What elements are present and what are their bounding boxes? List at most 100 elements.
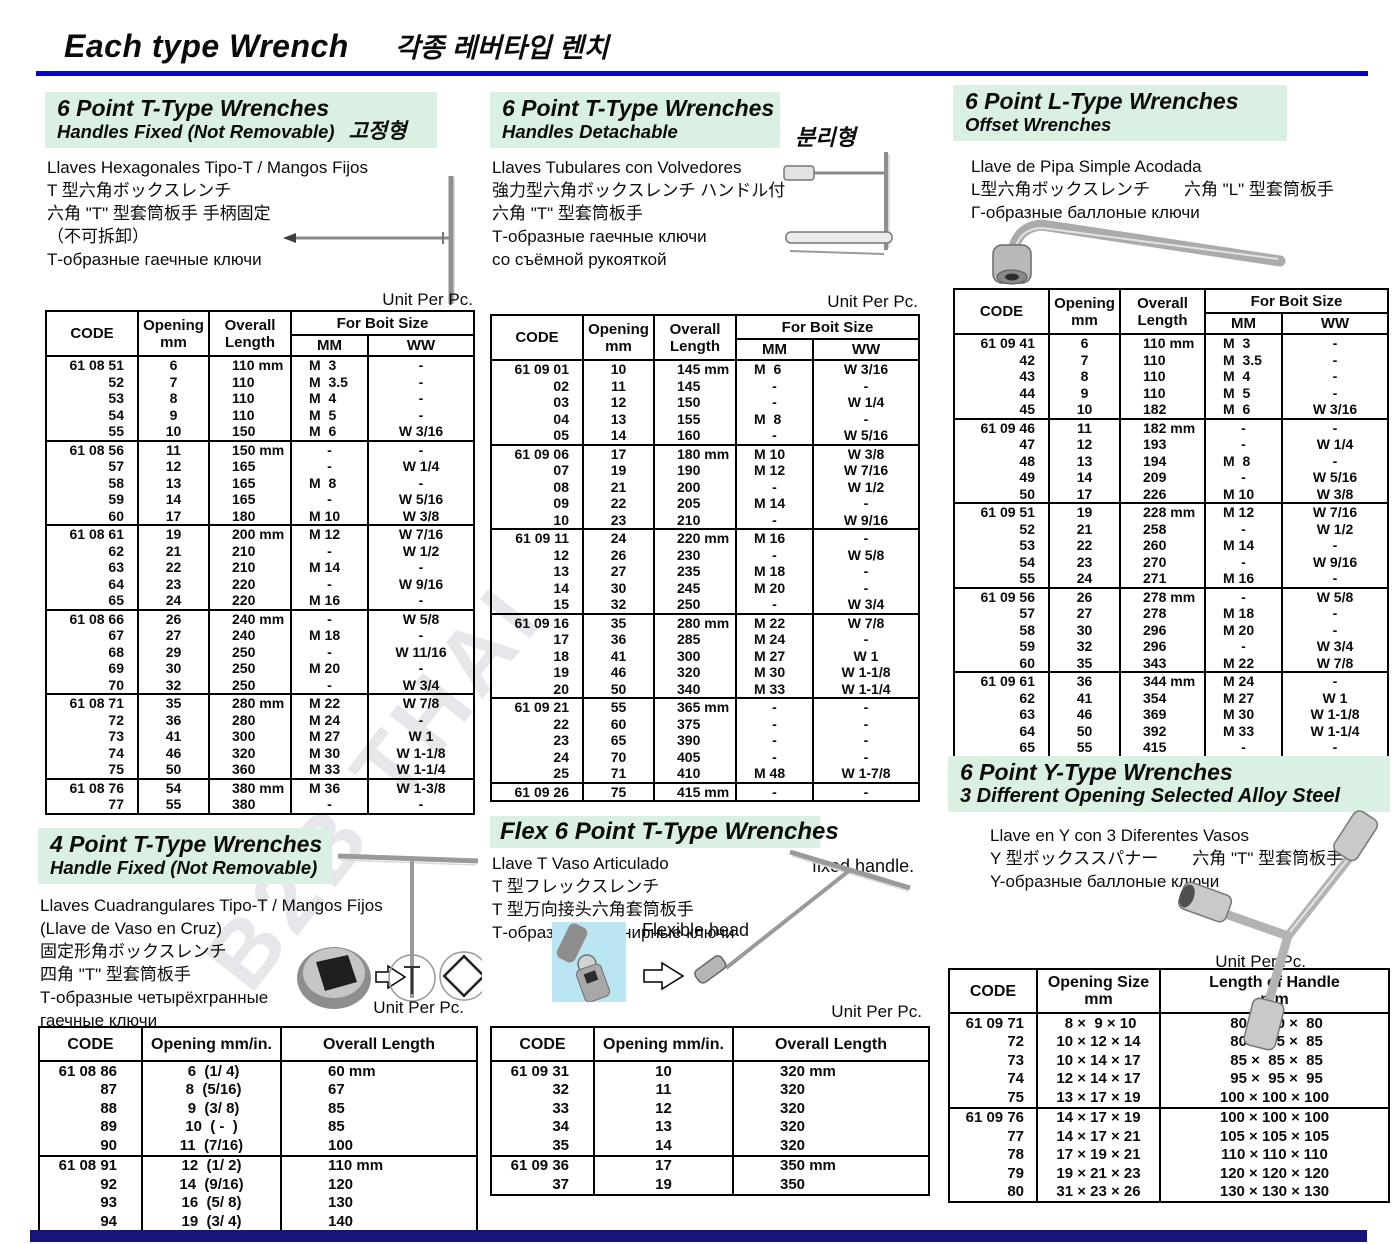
table-cell: 67 [280, 1080, 477, 1099]
table-row: 61 09 71 8 × 9 × 10 80 × 80 × 80 [949, 1013, 1389, 1033]
table-cell: 11 [582, 377, 654, 394]
table-row: 37 19 350 [491, 1175, 929, 1195]
table-cell: 220 mm [653, 528, 736, 547]
table-row: 14 30 245 M 20- [491, 579, 919, 596]
table-cell: 16 (5/ 8) [141, 1193, 281, 1212]
table-row: 63 22 210 M 14- [46, 559, 474, 576]
table-cell: 240 [208, 627, 291, 644]
table-row: 22 60 375- - [491, 715, 919, 732]
description-block: Llaves Tubulares con Volvedores 強力型六角ボックス… [492, 156, 785, 271]
table-cell: - [735, 596, 813, 614]
table-cell: - [1281, 368, 1388, 385]
table-cell: 42 [1019, 351, 1035, 368]
table-row: 61 08 76 54 380 mm M 36 W 1-3/8 [46, 777, 474, 796]
column-header: CODE [491, 315, 583, 361]
table-cell: 110 × 110 × 110 [1159, 1145, 1389, 1164]
column-header: Overall Length [1119, 289, 1205, 335]
table-cell: 8 × 9 × 10 [1036, 1013, 1160, 1033]
description-line: L型六角ボックスレンチ 六角 "L" 型套筒板手 [971, 180, 1334, 199]
table-cell: 61 09 01 [514, 361, 570, 378]
table-cell: 59 [108, 491, 124, 508]
table-cell: W 5/8 [1281, 586, 1388, 605]
description-line: 強力型六角ボックスレンチ ハンドル付 [492, 181, 786, 200]
table-cell: 150 [208, 423, 291, 441]
table-cell: 92 [100, 1175, 117, 1193]
table-cell: - [1281, 537, 1388, 554]
table-cell: 230 [653, 546, 736, 563]
table-cell: 235 [653, 563, 736, 580]
table-row: 18 41 300 M 27 W 1 [491, 647, 919, 664]
table-cell: 10 ( - ) [141, 1117, 281, 1136]
table-cell: W 5/16 [812, 427, 919, 445]
table-cell: W 7/16 [812, 462, 919, 479]
table-row: 33 12 320 [491, 1099, 929, 1118]
table-cell: 14 [593, 1136, 733, 1156]
table-cell: 415 [1119, 739, 1205, 757]
table-cell: 369 [1119, 706, 1205, 723]
table-cell: M 6 [290, 423, 368, 441]
table-cell: W 1 [367, 728, 474, 745]
table-cell: 11 [593, 1080, 733, 1099]
table-cell: 250 [208, 660, 291, 677]
table-cell: 63 [108, 559, 124, 576]
table-cell: W 5/8 [812, 546, 919, 563]
table-cell: 46 [137, 744, 209, 761]
table-cell: 77 [108, 796, 124, 813]
table-cell: 11 (7/16) [141, 1136, 281, 1156]
table-cell: 61 09 71 [965, 1014, 1024, 1032]
table-cell: 250 [208, 643, 291, 660]
table-cell: - [812, 715, 919, 732]
table-cell: - [735, 511, 813, 529]
table-row: 78 17 × 19 × 21 110 × 110 × 110 [949, 1145, 1389, 1164]
table-cell: W 1/4 [367, 458, 474, 475]
table-cell: 61 09 56 [954, 586, 1049, 605]
spec-table: CODE Opening Size mm Length of Handle mm 61… [948, 968, 1390, 1203]
table-cell: 58 [1019, 621, 1035, 638]
table-cell: - [812, 631, 919, 648]
column-header: Opening mm/in. [141, 1027, 281, 1062]
description-line: Llave en Y con 3 Diferentes Vasos [990, 826, 1249, 845]
table-row: 34 13 320 [491, 1117, 929, 1136]
table-row: 72 36 280 M 24- [46, 711, 474, 728]
table-cell: 61 08 61 [46, 524, 138, 543]
table-cell: - [290, 643, 368, 660]
table-cell: 210 [208, 559, 291, 576]
table-cell: 24 [137, 592, 209, 610]
table-cell: 17 [582, 443, 654, 462]
table-cell: 61 09 61 [954, 671, 1049, 690]
table-cell: - [1281, 739, 1388, 757]
table-cell: 120 [280, 1175, 477, 1194]
table-cell: - [735, 478, 813, 495]
description-line: Y-образные баллоные ключи [990, 872, 1220, 891]
table-cell: M 16 [735, 528, 813, 547]
table-cell: 14 × 17 × 21 [1036, 1127, 1160, 1146]
table-cell: - [290, 575, 368, 592]
table-cell: 11 [1048, 417, 1120, 436]
table-cell: 10 × 12 × 14 [1036, 1032, 1160, 1051]
description-line: Y 型ボックススパナー 六角 "T" 型套筒板手 [990, 849, 1344, 868]
table-cell: 17 [553, 631, 569, 648]
table-cell: 74 [1007, 1070, 1024, 1088]
table-cell: 85 × 85 × 85 [1159, 1051, 1389, 1070]
table-cell: M 8 [1204, 452, 1282, 469]
description-line: Т-образные гаечные ключи [492, 227, 707, 246]
table-cell: 75 [1007, 1088, 1024, 1106]
table-cell: - [367, 373, 474, 390]
table-cell: 32 [137, 676, 209, 694]
description-line: Т-образные гаечные ключи [47, 250, 262, 269]
table-cell: W 1/2 [367, 542, 474, 559]
table-cell: 15 [553, 596, 569, 613]
table-cell: 32 [552, 1081, 569, 1099]
table-cell: 26 [137, 608, 209, 627]
table-cell: W 3/4 [367, 676, 474, 694]
table-cell: 61 09 06 [491, 443, 583, 462]
table-cell: W 1/2 [1281, 520, 1388, 537]
table-cell: 278 mm [1119, 586, 1205, 605]
table-cell: 392 [1119, 722, 1205, 739]
table-cell: - [290, 439, 368, 458]
table-cell: - [367, 356, 474, 374]
section-heading: 6 Point T-Type Wrenches Handles Detachab… [490, 92, 780, 148]
spec-table: CODE Opening mm Overall Length For Boit Siz… [953, 288, 1389, 758]
table-cell: 155 [653, 410, 736, 427]
table-cell: 343 [1119, 654, 1205, 672]
